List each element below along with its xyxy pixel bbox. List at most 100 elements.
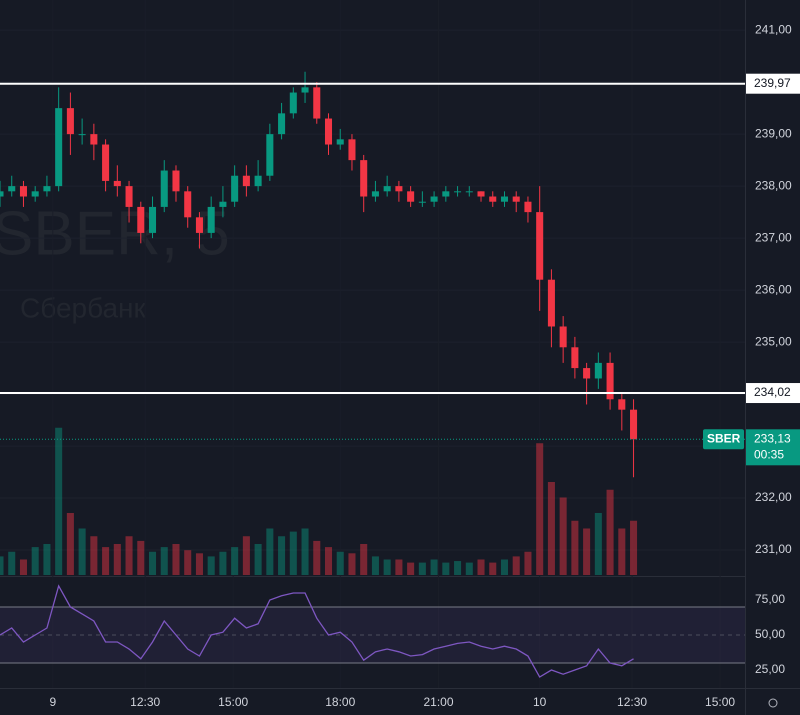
volume-bar xyxy=(442,562,450,575)
candle-body xyxy=(8,186,16,192)
volume-bar xyxy=(512,556,520,575)
candle-body xyxy=(571,347,579,369)
candle-body xyxy=(172,170,180,192)
candle-body xyxy=(113,180,121,187)
volume-bar xyxy=(383,559,391,575)
volume-bar xyxy=(160,547,168,575)
candle-body xyxy=(301,87,309,93)
candle-body xyxy=(618,399,626,410)
candle-body xyxy=(137,206,145,233)
candle-body xyxy=(524,201,532,213)
volume-bar xyxy=(266,528,274,575)
candle-body xyxy=(371,191,379,197)
volume-bar xyxy=(395,559,403,575)
volume-bar xyxy=(524,551,532,575)
x-tick-label: 15:00 xyxy=(705,695,735,709)
x-tick-label: 9 xyxy=(49,695,56,709)
candle-body xyxy=(19,186,27,197)
rsi-tick-label: 50,00 xyxy=(755,627,785,641)
volume-bar xyxy=(547,482,555,575)
candle-body xyxy=(383,186,391,192)
level-label-box xyxy=(746,383,800,404)
volume-bar xyxy=(606,489,614,575)
candle-body xyxy=(219,201,227,207)
volume-bar xyxy=(137,540,145,575)
volume-bar xyxy=(630,520,638,575)
x-tick-label: 18:00 xyxy=(325,695,355,709)
candle-body xyxy=(125,186,133,207)
volume-bar xyxy=(231,547,239,575)
last-price-box xyxy=(746,429,800,466)
volume-bar xyxy=(454,561,462,575)
volume-bar xyxy=(336,551,344,575)
rsi-tick-label: 25,00 xyxy=(755,662,785,676)
watermark-name: Сбербанк xyxy=(20,292,147,323)
candle-body xyxy=(395,186,403,192)
x-tick-label: 15:00 xyxy=(218,695,248,709)
volume-bar xyxy=(43,544,51,575)
volume-bar xyxy=(207,556,215,575)
candle-body xyxy=(348,139,356,161)
watermark-symbol: SBER, 5 xyxy=(0,199,230,268)
candle-body xyxy=(102,144,110,181)
level-label: 234,02 xyxy=(754,385,791,399)
volume-bar xyxy=(113,544,121,575)
candle-body xyxy=(454,191,462,193)
candle-body xyxy=(430,196,438,202)
last-price-label: 233,13 xyxy=(754,431,791,445)
volume-bar xyxy=(125,536,133,575)
y-tick-label: 232,00 xyxy=(755,490,792,504)
candle-body xyxy=(477,191,485,197)
candle-body xyxy=(583,368,591,379)
y-tick-label: 231,00 xyxy=(755,542,792,556)
candle-body xyxy=(0,191,4,197)
candle-body xyxy=(536,212,544,280)
y-tick-label: 237,00 xyxy=(755,230,792,244)
volume-bar xyxy=(195,553,203,575)
x-tick-label: 12:30 xyxy=(130,695,160,709)
volume-bar xyxy=(19,559,27,575)
candle-body xyxy=(465,191,473,193)
volume-bar xyxy=(418,562,426,575)
y-tick-label: 236,00 xyxy=(755,282,792,296)
volume-bar xyxy=(254,544,262,575)
volume-bar xyxy=(102,547,110,575)
volume-bar xyxy=(289,531,297,575)
volume-bar xyxy=(278,536,286,575)
volume-bar xyxy=(149,551,157,575)
level-label: 239,97 xyxy=(754,76,791,90)
volume-bar xyxy=(313,540,321,575)
candle-body xyxy=(289,92,297,114)
candle-body xyxy=(149,206,157,233)
settings-icon[interactable] xyxy=(768,698,778,708)
volume-bar xyxy=(78,528,86,575)
volume-bar xyxy=(66,513,74,575)
candle-body xyxy=(90,134,98,145)
candle-body xyxy=(160,170,168,207)
volume-bar xyxy=(594,513,602,575)
candle-body xyxy=(55,108,63,187)
y-tick-label: 238,00 xyxy=(755,178,792,192)
candle-body xyxy=(195,217,203,233)
x-tick-label: 12:30 xyxy=(617,695,647,709)
volume-bar xyxy=(407,562,415,575)
volume-bar xyxy=(465,562,473,575)
candle-body xyxy=(254,175,262,187)
volume-bar xyxy=(301,528,309,575)
volume-bar xyxy=(371,556,379,575)
candle-body xyxy=(31,191,39,197)
volume-bar xyxy=(536,443,544,575)
candle-body xyxy=(489,196,497,202)
volume-bar xyxy=(430,559,438,575)
volume-bar xyxy=(477,559,485,575)
y-tick-label: 235,00 xyxy=(755,334,792,348)
x-tick-label: 21:00 xyxy=(423,695,453,709)
level-label-box xyxy=(746,73,800,94)
volume-bar xyxy=(242,536,250,575)
candle-body xyxy=(418,201,426,203)
candle-body xyxy=(313,87,321,119)
candle-body xyxy=(336,139,344,145)
candle-body xyxy=(78,134,86,136)
symbol-tag: SBER xyxy=(707,431,741,445)
